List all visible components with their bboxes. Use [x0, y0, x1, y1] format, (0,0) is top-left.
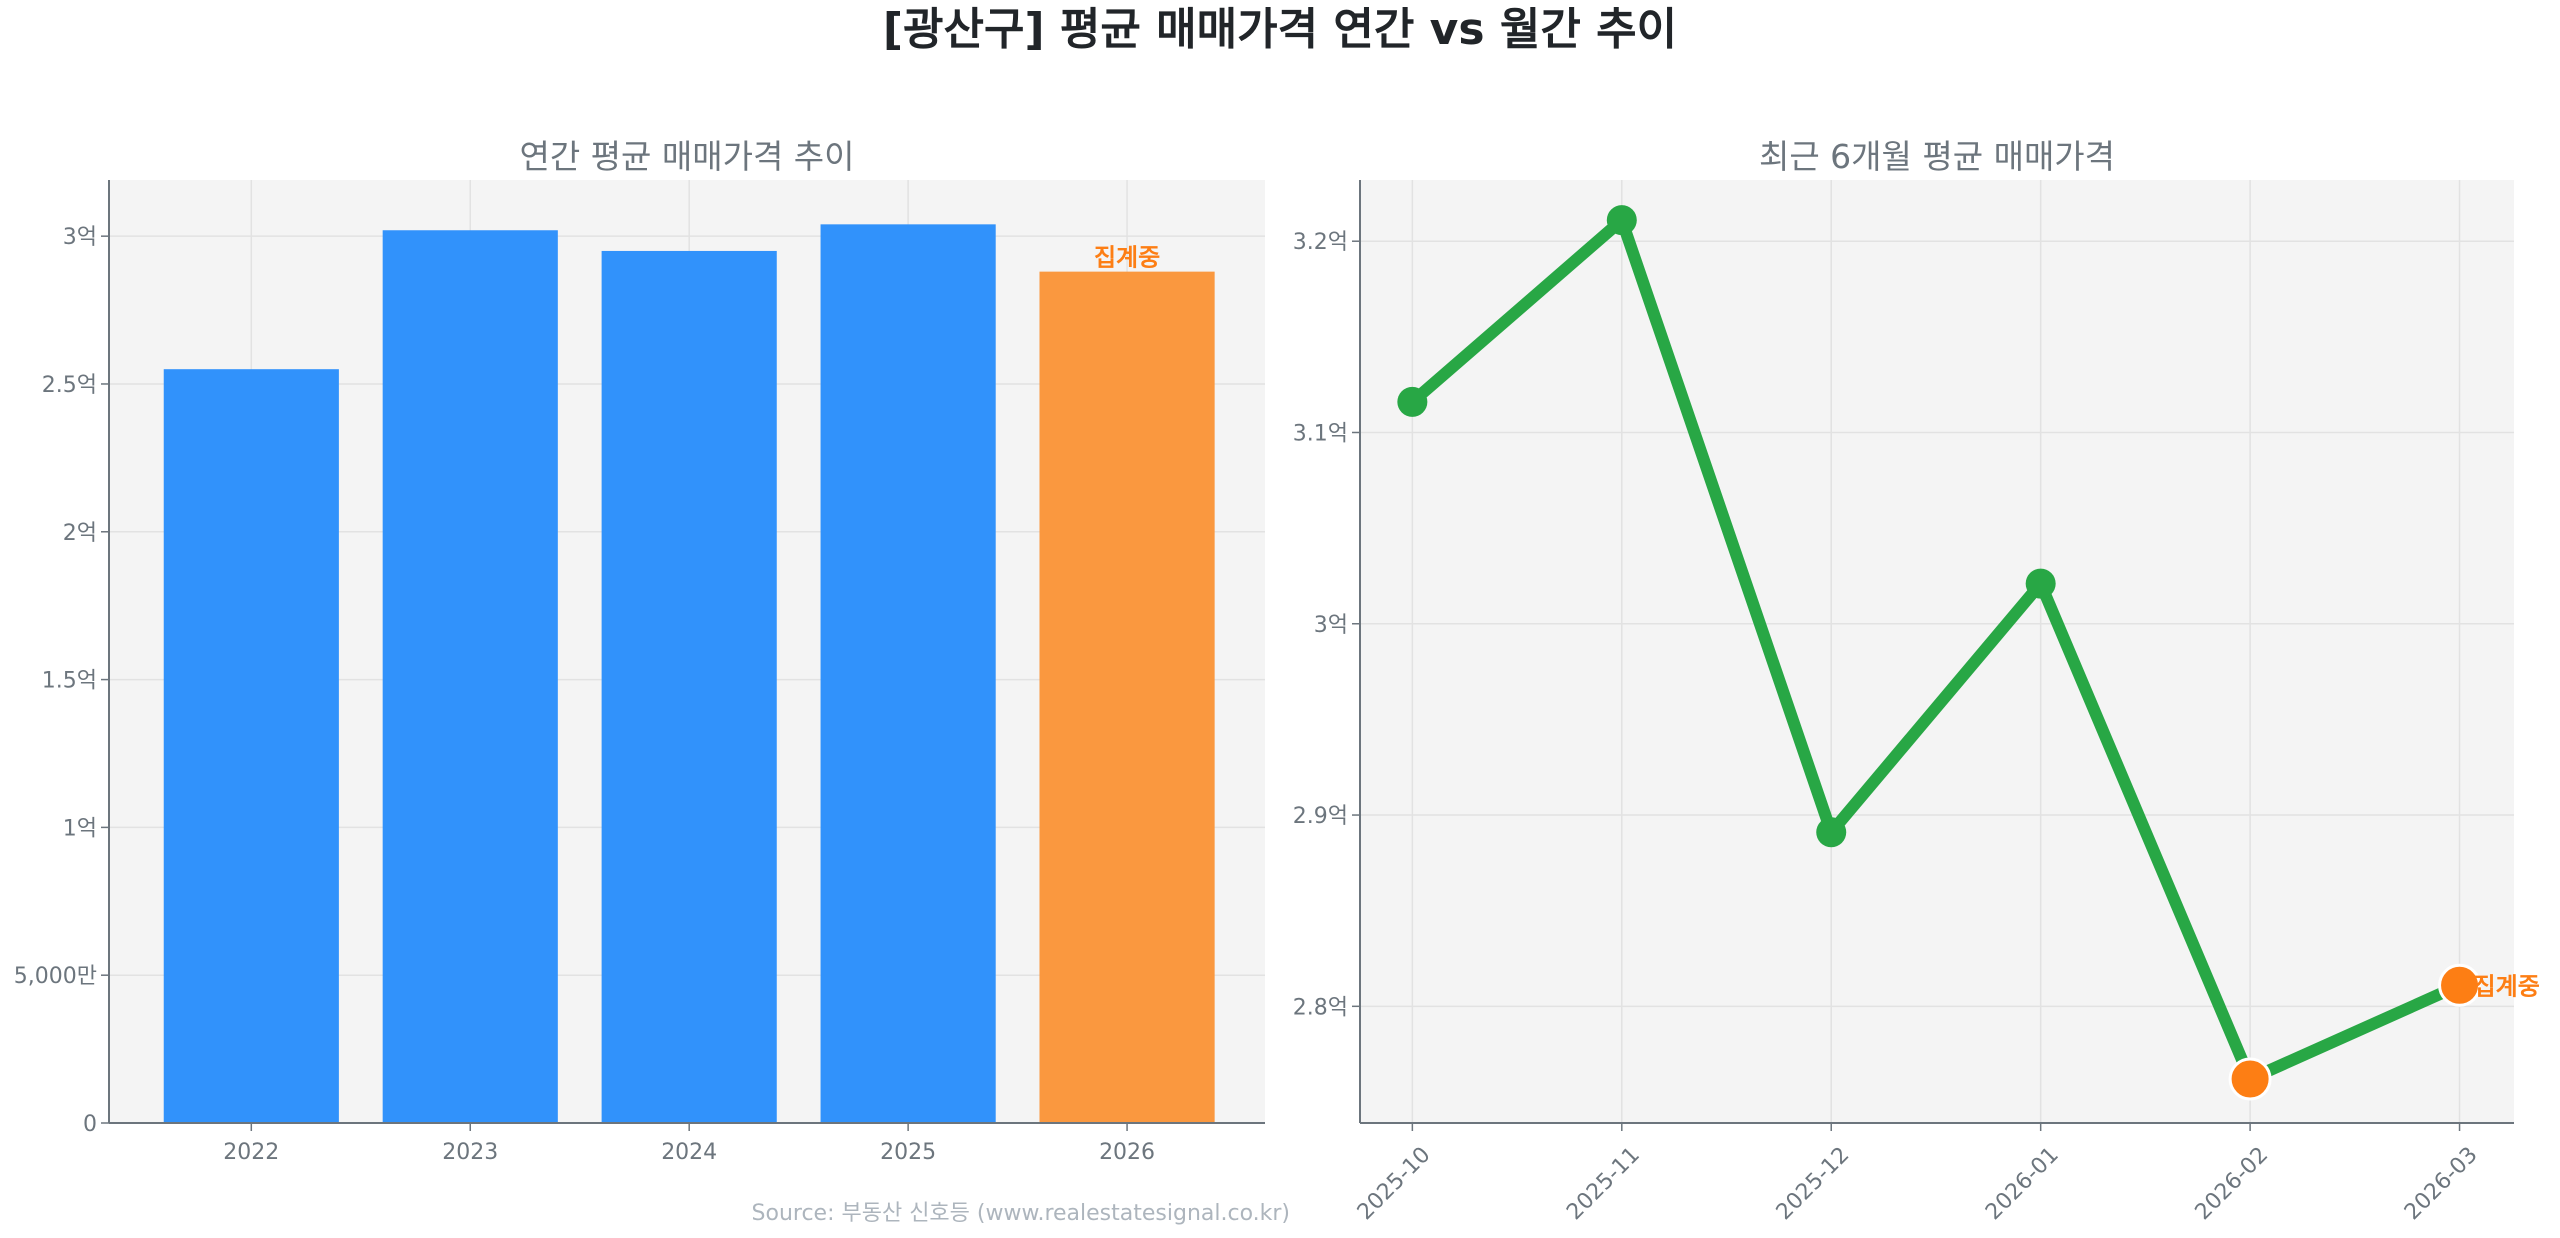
point-2025-11	[1606, 205, 1637, 236]
y-tick-label: 2.9억	[1293, 804, 1348, 829]
y-tick-label: 5,000만	[14, 964, 97, 989]
point-2025-10	[1397, 386, 1428, 417]
y-tick-label: 3억	[1314, 613, 1348, 638]
y-tick-label: 1.5억	[42, 669, 97, 694]
bar-2023	[382, 230, 558, 1124]
partial-point-2026-02	[2228, 1057, 2272, 1101]
monthly-chart: 최근 6개월 평균 매매가격 2.8억 2.9억 3억 3.1억 3.2억 2025-10…	[1293, 137, 2540, 1225]
y-tick-label: 2.8억	[1293, 995, 1348, 1020]
y-tick-label: 2억	[63, 521, 97, 546]
point-2026-01	[2025, 568, 2056, 599]
x-tick-label: 2025-12	[1772, 1142, 1855, 1225]
monthly-plot-area	[1360, 180, 2514, 1123]
bar-2026	[1039, 271, 1215, 1123]
bar-2022	[163, 369, 339, 1123]
x-tick-label: 2026-01	[1981, 1142, 2064, 1225]
x-tick-label: 2026-02	[2191, 1142, 2274, 1225]
x-tick-label: 2025-11	[1562, 1142, 1645, 1225]
y-tick-label: 2.5억	[42, 373, 97, 398]
y-tick-label: 3.1억	[1293, 421, 1348, 446]
monthly-chart-title: 최근 6개월 평균 매매가격	[1759, 137, 2115, 176]
x-tick-label: 2024	[661, 1140, 717, 1165]
x-tick-label: 2025	[880, 1140, 936, 1165]
source-note: Source: 부동산 신호등 (www.realestatesignal.co…	[752, 1201, 1290, 1226]
bar-2024	[601, 250, 777, 1123]
partial-annotation: 집계중	[2474, 972, 2540, 1000]
bar-2025	[820, 224, 996, 1124]
x-tick-label: 2022	[223, 1140, 279, 1165]
annual-chart-title: 연간 평균 매매가격 추이	[519, 137, 854, 176]
figure-title: [광산구] 평균 매매가격 연간 vs 월간 추이	[883, 4, 1677, 55]
x-tick-label: 2026-03	[2400, 1142, 2483, 1225]
series-line	[1408, 209, 2462, 1087]
x-tick-label: 2026	[1099, 1140, 1155, 1165]
y-tick-label: 0	[83, 1112, 97, 1137]
annual-chart: 연간 평균 매매가격 추이 0 5,000만 1억 1.5억 2억 2.5억 3억 2022 2…	[14, 137, 1265, 1165]
partial-annotation: 집계중	[1094, 244, 1160, 272]
y-tick-label: 3.2억	[1293, 230, 1348, 255]
y-tick-label: 3억	[63, 225, 97, 250]
x-tick-label: 2025-10	[1353, 1142, 1436, 1225]
x-tick-label: 2023	[442, 1140, 498, 1165]
point-2025-12	[1816, 817, 1847, 848]
y-tick-label: 1억	[63, 816, 97, 841]
partial-point-2026-03	[2438, 963, 2482, 1007]
